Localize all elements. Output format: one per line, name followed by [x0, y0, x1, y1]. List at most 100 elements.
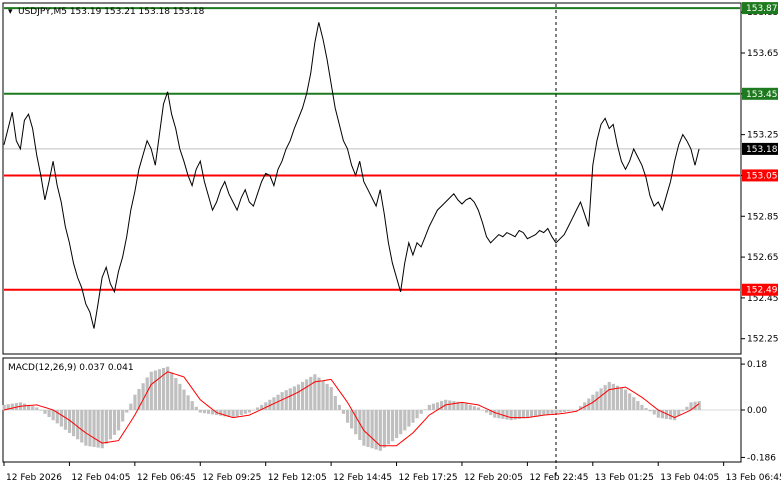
- macd-histogram-bar: [125, 410, 129, 413]
- time-tick-label: 12 Feb 20:05: [464, 473, 523, 483]
- macd-y-tick-label: 0.18: [747, 360, 767, 370]
- macd-histogram-bar: [415, 410, 419, 419]
- macd-histogram-bar: [2, 404, 6, 410]
- macd-histogram-bar: [636, 401, 640, 410]
- time-tick-label: 12 Feb 12:05: [268, 473, 327, 483]
- price-y-tick-label: 152.65: [747, 253, 779, 263]
- macd-histogram-bar: [574, 410, 579, 411]
- time-tick-label: 13 Feb 06:45: [726, 473, 781, 483]
- macd-histogram-bar: [182, 389, 186, 410]
- macd-histogram-bar: [239, 410, 243, 416]
- macd-histogram-bar: [22, 403, 27, 410]
- macd-histogram-bar: [51, 410, 55, 421]
- macd-histogram-bar: [595, 391, 599, 410]
- macd-histogram-bar: [411, 410, 415, 423]
- time-tick-label: 12 Feb 22:45: [529, 473, 588, 483]
- macd-histogram-bar: [660, 410, 665, 419]
- price-levels: [4, 7, 740, 291]
- macd-histogram-bar: [10, 403, 14, 410]
- macd-histogram-bar: [268, 399, 272, 410]
- macd-histogram-bar: [92, 410, 96, 447]
- macd-histogram-bar: [235, 410, 239, 417]
- time-tick-label: 12 Feb 17:25: [399, 473, 458, 483]
- macd-histogram-bar: [329, 387, 333, 410]
- macd-histogram-bar: [206, 410, 211, 414]
- macd-histogram-bar: [39, 410, 43, 411]
- macd-histogram-bar: [607, 381, 611, 410]
- macd-histogram-bar: [67, 410, 72, 433]
- macd-histogram-bar: [153, 370, 157, 410]
- macd-histogram-bar: [673, 410, 677, 421]
- time-tick-label: 12 Feb 2026: [6, 473, 62, 483]
- macd-histogram-bar: [558, 410, 562, 413]
- macd-histogram-bar: [542, 410, 546, 416]
- macd-histogram-bar: [166, 366, 170, 410]
- macd-histogram-bar: [325, 383, 329, 410]
- level-tag: [742, 2, 778, 15]
- macd-histogram-bar: [664, 410, 669, 419]
- macd-histogram-bar: [317, 377, 321, 410]
- price-panel-frame: [2, 2, 742, 355]
- macd-histogram-bar: [550, 410, 554, 414]
- macd-histogram-bar: [96, 410, 100, 448]
- macd-histogram-bar: [288, 388, 292, 410]
- macd-histogram-bar: [321, 380, 325, 410]
- macd-histogram-bar: [656, 410, 660, 418]
- macd-histogram-bar: [697, 401, 701, 410]
- macd-histogram-bar: [116, 410, 121, 431]
- macd-histogram-bar: [517, 410, 521, 419]
- current-price-label: 153.18: [746, 145, 778, 155]
- price-y-tick-label: 152.85: [747, 212, 779, 222]
- macd-histogram-bar: [628, 393, 632, 410]
- macd-histogram-bar: [100, 410, 104, 449]
- macd-histogram-bar: [251, 410, 256, 411]
- macd-histogram-bar: [104, 410, 108, 444]
- macd-histogram-bar: [333, 395, 337, 410]
- macd-histogram-bar: [456, 401, 460, 410]
- macd-histogram-bar: [350, 410, 354, 429]
- time-tick-label: 12 Feb 14:45: [333, 473, 392, 483]
- macd-histogram-bar: [47, 410, 51, 418]
- macd-histogram-bar: [264, 402, 268, 410]
- macd-histogram-bar: [186, 395, 190, 410]
- macd-histogram-bar: [640, 404, 644, 410]
- macd-histogram-bar: [219, 410, 223, 416]
- macd-histogram-bar: [137, 388, 141, 410]
- macd-histogram-bar: [309, 376, 313, 410]
- macd-histogram-bar: [284, 390, 288, 410]
- macd-histogram-bar: [178, 383, 182, 410]
- macd-histogram-bar: [538, 410, 542, 416]
- macd-histogram-bar: [112, 410, 117, 435]
- macd-histogram-bar: [693, 401, 697, 410]
- macd-histogram-bar: [399, 410, 403, 435]
- macd-histogram-bar: [386, 410, 391, 445]
- macd-histogram-bar: [88, 410, 92, 447]
- macd-histogram-bar: [681, 410, 685, 412]
- macd-histogram-bar: [362, 410, 366, 446]
- macd-histogram-bar: [6, 404, 10, 410]
- macd-histogram-bar: [276, 394, 280, 410]
- macd-histogram-bar: [378, 410, 382, 451]
- macd-histogram-bar: [484, 410, 489, 413]
- macd-histogram-bar: [644, 408, 648, 410]
- symbol-arrow-icon[interactable]: ▾: [8, 7, 13, 17]
- price-series-line: [3, 22, 700, 329]
- macd-histogram-bar: [619, 387, 624, 410]
- time-tick-label: 12 Feb 04:05: [71, 473, 130, 483]
- macd-histogram-bar: [505, 410, 509, 420]
- macd-histogram-bar: [256, 407, 260, 410]
- price-level-labels: 153.87 153.45 153.05 152.49: [742, 2, 778, 296]
- macd-histogram-bar: [509, 410, 513, 421]
- macd-histogram-bar: [358, 410, 362, 440]
- macd-histogram-bar: [546, 410, 550, 415]
- macd-histogram-bar: [513, 410, 517, 420]
- macd-histogram-bar: [354, 410, 358, 435]
- macd-histogram-bar: [489, 410, 493, 416]
- macd-histogram-bar: [452, 401, 456, 410]
- macd-histogram-bar: [145, 377, 149, 410]
- macd-histogram-bar: [243, 410, 247, 414]
- macd-histogram-bar: [419, 410, 423, 414]
- macd-histogram-bar: [562, 410, 566, 412]
- macd-histogram-bar: [211, 410, 215, 415]
